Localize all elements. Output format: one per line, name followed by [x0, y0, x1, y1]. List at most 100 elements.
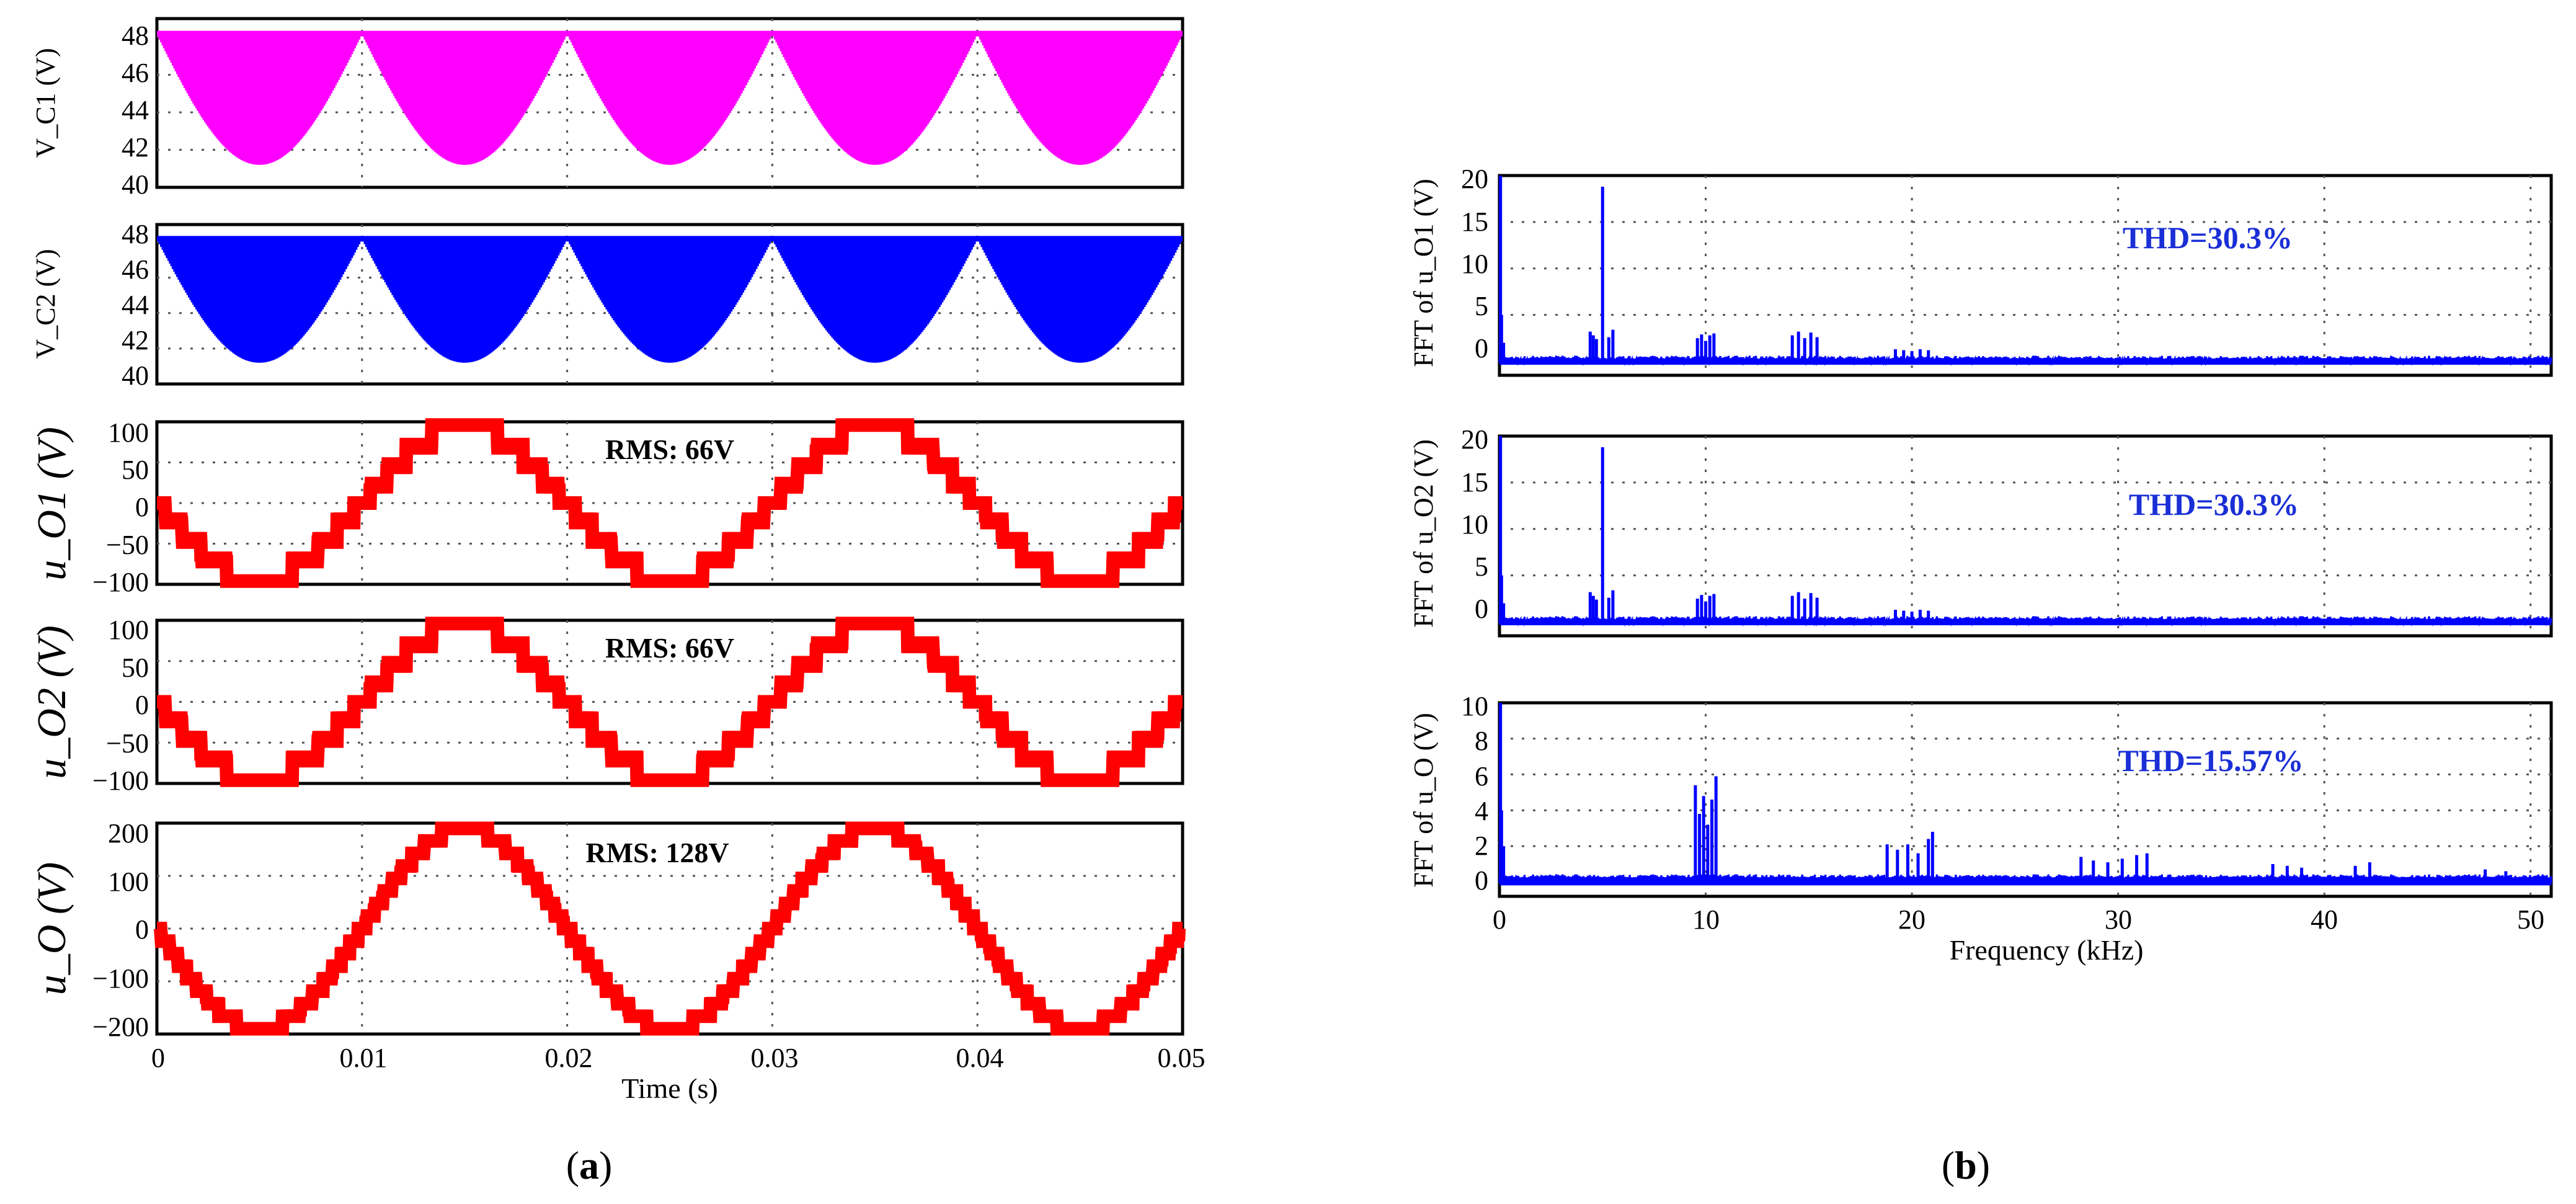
fft2-thd-label: THD=30.3% — [2129, 487, 2299, 522]
fft3-xtick-50: 50 — [2517, 904, 2544, 935]
fft3-ytick-8: 8 — [1475, 726, 1488, 756]
vc1-ytick-48: 48 — [122, 20, 149, 51]
fft3-xtick-10: 10 — [1692, 904, 1720, 935]
fft3-ytick-2: 2 — [1475, 831, 1488, 861]
uo2-series-trace — [157, 617, 1183, 787]
uo2-ytick-m50: −50 — [106, 728, 149, 759]
fft3-xtick-20: 20 — [1898, 904, 1925, 935]
fft3-xticks: 0 10 20 30 40 50 — [1493, 904, 2544, 935]
uo2-ytick-100: 100 — [108, 615, 149, 645]
panel-label-b: (b) — [1942, 1143, 1990, 1187]
uo-series — [154, 821, 1186, 1036]
uo2-series — [157, 617, 1183, 787]
uo1-series — [157, 418, 1183, 588]
vc1-ytick-46: 46 — [122, 58, 149, 88]
uo-rms-label: RMS: 128V — [585, 837, 729, 868]
uo1-ytick-100: 100 — [108, 417, 149, 448]
fft1-ytick-10: 10 — [1461, 249, 1488, 279]
vc2-yticks: 48 46 44 42 40 — [122, 219, 149, 391]
fft1-frame — [1498, 174, 2553, 377]
panel-a: 48 46 44 42 40 V_C1 (V) 48 46 44 42 40 V… — [29, 17, 1206, 1187]
vc2-ytick-46: 46 — [122, 254, 149, 285]
panel-label-a: (a) — [566, 1143, 613, 1187]
fft3-noise-floor — [1498, 874, 2552, 884]
vc2-grid — [157, 225, 1183, 384]
uo2-rms-label: RMS: 66V — [605, 632, 734, 664]
fft1-ytick-5: 5 — [1475, 291, 1488, 321]
plot-uo1: 100 50 0 −50 −100 RMS: 66V u_O1 (V) — [29, 417, 1184, 597]
vc2-ytick-42: 42 — [122, 325, 149, 355]
uo1-ytick-m100: −100 — [92, 567, 149, 597]
panel-b: 20 15 10 5 0 THD=30.3% FFT of u_O1 (V) 2… — [1408, 164, 2553, 1187]
uo-grid — [157, 823, 1183, 1034]
plot-fft3: 10 8 6 4 2 0 0 10 20 30 40 50 THD=15.57%… — [1408, 691, 2553, 966]
fft3-ytick-10: 10 — [1461, 691, 1488, 721]
fft1-ytick-0: 0 — [1475, 333, 1488, 363]
fft1-ytick-20: 20 — [1461, 164, 1488, 194]
fft2-ytick-20: 20 — [1461, 424, 1488, 455]
fft2-yticks: 20 15 10 5 0 — [1461, 424, 1488, 624]
fft3-xtick-0: 0 — [1493, 904, 1506, 935]
uo1-ytick-50: 50 — [122, 455, 149, 485]
fft1-ylabel: FFT of u_O1 (V) — [1408, 179, 1439, 367]
plot-uo2: 100 50 0 −50 −100 RMS: 66V u_O2 (V) — [29, 615, 1184, 796]
uo1-series-trace — [157, 418, 1183, 588]
uo-xtick-0.02: 0.02 — [545, 1043, 593, 1073]
fft2-frame — [1498, 434, 2553, 638]
vc1-ytick-40: 40 — [122, 169, 149, 200]
vc2-ytick-48: 48 — [122, 219, 149, 249]
vc1-ytick-42: 42 — [122, 132, 149, 163]
fft2-ytick-10: 10 — [1461, 509, 1488, 540]
vc1-frame — [155, 17, 1184, 189]
uo1-ytick-0: 0 — [135, 492, 149, 522]
fft1-grid — [1499, 176, 2551, 375]
plot-fft2: 20 15 10 5 0 THD=30.3% FFT of u_O2 (V) — [1408, 424, 2553, 638]
plot-vc2: 48 46 44 42 40 V_C2 (V) — [30, 219, 1184, 391]
uo2-yticks: 100 50 0 −50 −100 — [92, 615, 149, 796]
fft1-thd-label: THD=30.3% — [2123, 220, 2293, 255]
fft3-series — [1498, 703, 2552, 886]
vc1-series — [157, 30, 1183, 165]
vc1-ytick-44: 44 — [122, 95, 149, 125]
uo1-ylabel: u_O1 (V) — [29, 427, 74, 580]
uo-xlabel: Time (s) — [621, 1072, 718, 1104]
fft3-ylabel: FFT of u_O (V) — [1408, 713, 1439, 888]
fft3-yticks: 10 8 6 4 2 0 — [1461, 691, 1488, 896]
vc1-ylabel: V_C1 (V) — [30, 48, 61, 158]
fft1-series — [1498, 176, 2552, 367]
fft1-noise-floor — [1498, 355, 2552, 367]
vc1-yticks: 48 46 44 42 40 — [122, 20, 149, 200]
uo1-ytick-m50: −50 — [106, 530, 149, 560]
uo-ytick-m200: −200 — [92, 1012, 149, 1042]
uo-xtick-0: 0 — [151, 1043, 165, 1073]
uo1-grid — [157, 422, 1183, 584]
fft2-grid — [1499, 436, 2551, 636]
uo2-ytick-m100: −100 — [92, 765, 149, 796]
uo-yticks: 200 100 0 −100 −200 — [92, 818, 149, 1042]
uo-ytick-m100: −100 — [92, 963, 149, 994]
uo-xticks: 0 0.01 0.02 0.03 0.04 0.05 — [151, 1043, 1206, 1073]
uo-ytick-0: 0 — [135, 914, 149, 945]
vc2-ytick-44: 44 — [122, 290, 149, 320]
vc1-series-trace — [157, 33, 1183, 165]
plot-uo: 200 100 0 −100 −200 0 0.01 0.02 0.03 0.0… — [29, 818, 1206, 1104]
fft3-thd-label: THD=15.57% — [2118, 743, 2303, 778]
fft1-ytick-15: 15 — [1461, 207, 1488, 237]
fft3-grid — [1499, 703, 2551, 896]
uo2-ytick-50: 50 — [122, 653, 149, 683]
uo2-ytick-0: 0 — [135, 690, 149, 720]
fft2-ytick-15: 15 — [1461, 467, 1488, 497]
plot-fft1: 20 15 10 5 0 THD=30.3% FFT of u_O1 (V) — [1408, 164, 2553, 377]
uo-ylabel: u_O (V) — [29, 862, 74, 995]
uo1-rms-label: RMS: 66V — [605, 434, 734, 465]
vc2-ytick-40: 40 — [122, 360, 149, 391]
uo-xtick-0.04: 0.04 — [956, 1043, 1004, 1073]
fft3-ytick-0: 0 — [1475, 865, 1488, 896]
uo-ytick-100: 100 — [108, 867, 149, 897]
fft2-ytick-0: 0 — [1475, 594, 1488, 624]
fft2-noise-floor — [1498, 615, 2552, 627]
fft2-series — [1498, 436, 2552, 627]
vc2-ylabel: V_C2 (V) — [30, 249, 61, 359]
fft3-ytick-6: 6 — [1475, 761, 1488, 792]
